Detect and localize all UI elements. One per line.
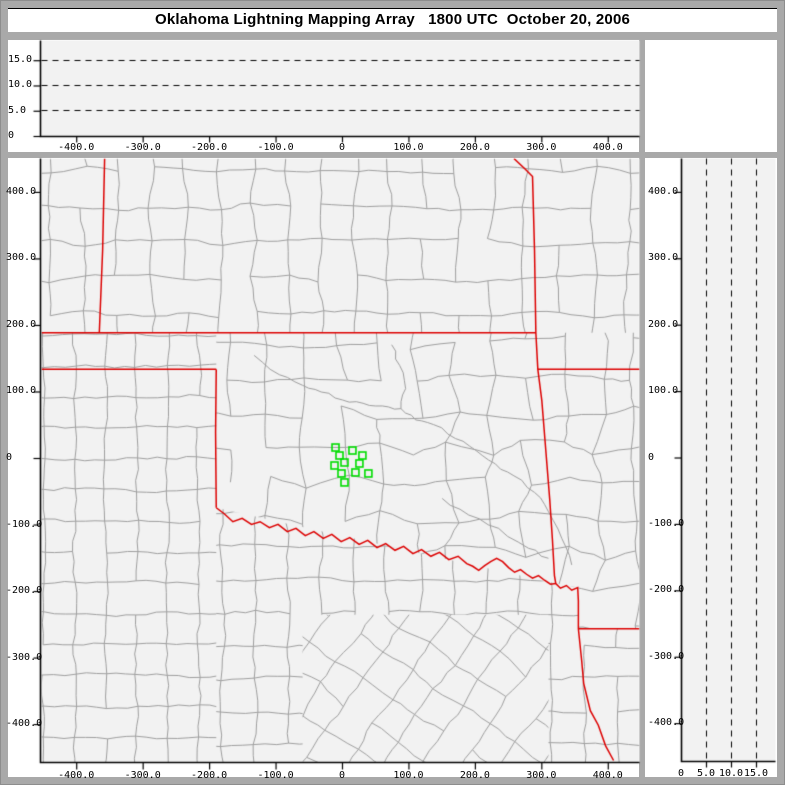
plan-view-map-panel[interactable] [8,158,639,777]
altitude-ew-panel[interactable] [8,40,639,152]
page-title: Oklahoma Lightning Mapping Array 1800 UT… [154,11,631,28]
blank-corner-panel [645,40,777,152]
altitude-ns-panel[interactable] [645,158,777,777]
title-bar: Oklahoma Lightning Mapping Array 1800 UT… [8,8,777,32]
